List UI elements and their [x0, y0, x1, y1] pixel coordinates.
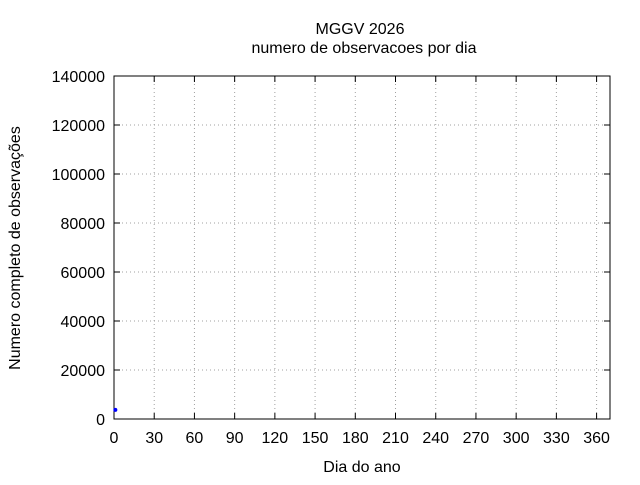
y-tick-label: 60000: [61, 265, 106, 282]
y-tick-label: 40000: [61, 314, 106, 331]
y-tick-label: 140000: [52, 69, 105, 86]
x-tick-label: 120: [262, 430, 289, 447]
chart-subtitle: numero de observacoes por dia: [251, 40, 476, 57]
x-tick-label: 240: [422, 430, 449, 447]
y-tick-label: 0: [96, 412, 105, 429]
x-tick-label: 360: [583, 430, 610, 447]
x-tick-label: 180: [342, 430, 369, 447]
x-tick-label: 60: [186, 430, 204, 447]
x-tick-label: 300: [503, 430, 530, 447]
plot-frame: [113, 75, 611, 420]
x-axis-label: Dia do ano: [323, 459, 400, 476]
y-tick-label: 20000: [61, 363, 106, 380]
x-tick-label: 90: [226, 430, 244, 447]
data-point: [113, 407, 118, 412]
x-tick-label: 150: [302, 430, 329, 447]
x-tick-label: 210: [382, 430, 409, 447]
y-tick-label: 120000: [52, 118, 105, 135]
x-tick-label: 30: [145, 430, 163, 447]
y-tick-label: 100000: [52, 167, 105, 184]
x-tick-label: 270: [463, 430, 490, 447]
chart-title: MGGV 2026: [316, 21, 405, 38]
x-tick-label: 330: [543, 430, 570, 447]
y-axis-label: Numero completo de observações: [7, 126, 24, 370]
y-tick-label: 80000: [61, 216, 106, 233]
x-tick-label: 0: [110, 430, 119, 447]
